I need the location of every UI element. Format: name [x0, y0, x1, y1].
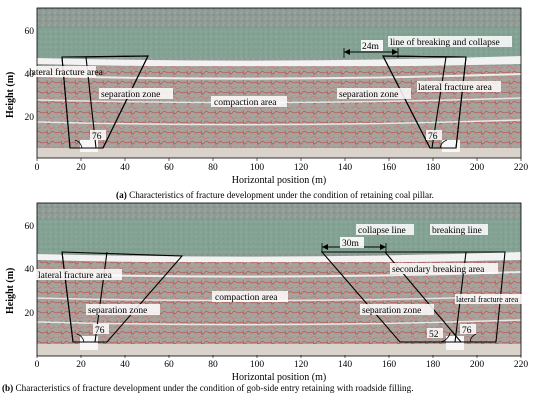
panel-a: lateral fracture area separation zone co…: [5, 7, 529, 186]
panel-a-width-label: 24m: [362, 42, 380, 52]
panel-a-compaction-label: compaction area: [214, 98, 277, 108]
x-tick-label: 220: [514, 360, 529, 370]
panel-a-angle-left-label: 76: [92, 132, 102, 142]
panel-b-collapse-line-label: collapse line: [358, 226, 406, 236]
y-tick-label: 20: [25, 113, 35, 123]
x-tick-label: 220: [514, 163, 529, 173]
panel-a-breaking-collapse-label: line of breaking and collapse: [390, 37, 500, 48]
x-tick-label: 200: [470, 163, 485, 173]
panel-a-separation-right-label: separation zone: [339, 90, 398, 100]
panel-b-angle-mid-label: 52: [429, 330, 439, 340]
panel-b-secondary-label: secondary breaking area: [392, 265, 485, 275]
caption-a-label: (a): [116, 190, 127, 200]
panel-a-angle-arcs: [74, 139, 448, 149]
panel-b-y-ticks: 20 40 60: [25, 222, 35, 319]
panel-a-x-ticks: 0 20 40 60 80 100 120 140 160 180 200 220: [35, 158, 529, 173]
panel-a-lateral-left-label: lateral fracture area: [29, 67, 104, 78]
caption-a: (a) Characteristics of fracture developm…: [0, 190, 550, 200]
x-tick-label: 100: [250, 163, 265, 173]
x-tick-label: 120: [294, 360, 309, 370]
y-tick-label: 20: [25, 309, 35, 319]
x-tick-label: 40: [120, 163, 130, 173]
panel-a-lateral-right-label: lateral fracture area: [418, 82, 493, 93]
panel-b-x-ticks: 0 20 40 60 80 100 120 140 160 180 200 220: [35, 355, 529, 370]
panel-b-width-label: 30m: [342, 239, 360, 249]
x-tick-label: 140: [338, 163, 353, 173]
x-tick-label: 160: [382, 360, 397, 370]
panel-b-lateral-left-label: lateral fracture area: [38, 270, 113, 281]
caption-a-text: Characteristics of fracture development …: [126, 190, 434, 200]
panel-a-x-axis-title: Horizontal position (m): [232, 175, 326, 186]
x-tick-label: 0: [35, 163, 40, 173]
x-tick-label: 100: [250, 360, 265, 370]
panel-b-angle-arcs: [76, 332, 477, 343]
x-tick-label: 40: [120, 360, 130, 370]
x-tick-label: 200: [470, 360, 485, 370]
caption-b: (b) Characteristics of fracture developm…: [0, 383, 550, 393]
panel-b-y-axis-title: Height (m): [5, 268, 16, 314]
x-tick-label: 0: [35, 360, 40, 370]
panel-a-y-axis-title: Height (m): [5, 72, 16, 118]
y-tick-label: 40: [25, 265, 35, 275]
x-tick-label: 20: [76, 163, 86, 173]
caption-b-label: (b): [2, 383, 14, 393]
caption-b-text: Characteristics of fracture development …: [13, 383, 414, 393]
x-tick-label: 60: [164, 360, 174, 370]
y-tick-label: 40: [25, 70, 35, 80]
x-tick-label: 160: [382, 163, 397, 173]
panel-b-angle-right-label: 76: [462, 326, 472, 336]
x-tick-label: 20: [76, 360, 86, 370]
panel-a-y-ticks: 20 40 60: [25, 27, 35, 123]
x-tick-label: 80: [208, 360, 218, 370]
panel-b: collapse line breaking line 30m secondar…: [5, 202, 531, 383]
panel-b-separation-right-label: separation zone: [362, 306, 421, 316]
x-tick-label: 80: [208, 163, 218, 173]
panel-b-x-axis-title: Horizontal position (m): [232, 372, 326, 383]
y-tick-label: 60: [25, 222, 35, 232]
x-tick-label: 60: [164, 163, 174, 173]
panel-a-separation-left-label: separation zone: [101, 90, 160, 100]
x-tick-label: 180: [426, 163, 441, 173]
panel-b-breaking-line-label: breaking line: [432, 226, 482, 236]
y-tick-label: 60: [25, 27, 35, 37]
panel-b-compaction-label: compaction area: [215, 293, 278, 303]
panel-a-angle-right-label: 76: [428, 132, 438, 142]
panel-b-lateral-right-label: lateral fracture area: [456, 295, 519, 304]
panel-a-frame: [36, 7, 522, 159]
panel-b-separation-left-label: separation zone: [88, 306, 147, 316]
panel-b-angle-left-label: 76: [95, 326, 105, 336]
panel-a-width-arrow: [343, 48, 399, 58]
x-tick-label: 140: [338, 360, 353, 370]
x-tick-label: 180: [426, 360, 441, 370]
x-tick-label: 120: [294, 163, 309, 173]
